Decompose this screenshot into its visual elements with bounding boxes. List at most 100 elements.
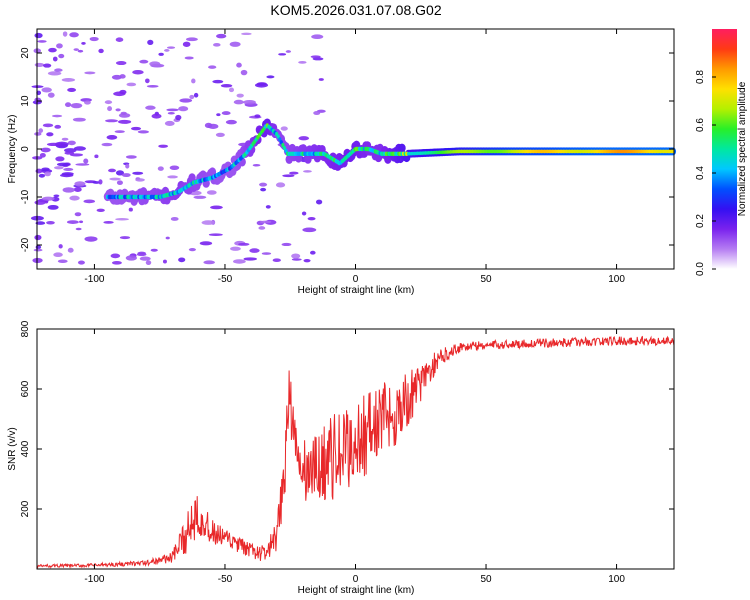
spectrogram-noise-blob <box>301 211 307 216</box>
spectrogram-noise-blob <box>103 220 114 224</box>
colorbar-ticks: 0.0 0.2 0.4 0.6 0.8 <box>695 70 716 276</box>
spectrogram-noise-blob <box>230 246 241 251</box>
spectrogram-noise-blob <box>145 78 150 84</box>
spectrogram-noise-blob <box>285 50 292 53</box>
spectrogram-noise-blob <box>233 99 244 105</box>
spectrogram-noise-blob <box>298 60 307 64</box>
y-tick-label: -20 <box>20 237 31 252</box>
spectrogram-noise-blob <box>201 220 215 225</box>
spectrogram-noise-blob <box>310 55 321 59</box>
y-tick-label: 800 <box>20 320 31 337</box>
y-tick-label: -10 <box>20 189 31 204</box>
spectrogram-noise-blob <box>62 187 75 193</box>
spectrogram-noise-blob <box>236 93 244 98</box>
spectrogram-noise-blob <box>167 111 175 115</box>
spectrogram-noise-blob <box>120 111 127 115</box>
spectrogram-noise-blob <box>107 106 113 112</box>
spectrogram-noise-blob <box>53 252 63 258</box>
spectrogram-noise-blob <box>208 233 223 237</box>
spectrogram-noise-blob <box>272 258 281 263</box>
spectrogram-noise-blob <box>47 204 59 210</box>
spectrogram-noise-blob <box>104 100 113 105</box>
spectrogram-noise-blob <box>260 187 267 192</box>
y-tick-label: 20 <box>20 47 31 59</box>
spectrogram-noise-blob <box>46 132 54 137</box>
spectrogram-noise-blob <box>136 252 147 257</box>
spectrogram-noise-blob <box>60 173 74 178</box>
x-tick-label: 0 <box>353 574 359 585</box>
spectrogram-noise-blob <box>203 260 215 265</box>
spectrogram-noise-blob <box>240 69 248 76</box>
spectrogram-x-ticks: -100 -50 0 50 100 <box>84 29 625 285</box>
spectrogram-noise-blob <box>193 195 207 199</box>
spectrogram-noise-blob <box>229 41 241 47</box>
spectrogram-noise-blob <box>280 126 288 131</box>
spectrogram-noise-blob <box>135 178 145 182</box>
spectrogram-noise-blob <box>113 91 126 97</box>
spectrogram-noise-blob <box>303 258 311 263</box>
spectrogram-marks <box>30 31 677 266</box>
spectrogram-noise-blob <box>34 62 45 67</box>
spectrogram-noise-blob <box>238 242 250 246</box>
spectrogram-noise-blob <box>164 120 175 126</box>
x-tick-label: 50 <box>480 274 492 285</box>
spectrogram-noise-blob <box>73 48 79 51</box>
spectrogram-noise-blob <box>44 171 51 177</box>
spectrogram-noise-blob <box>115 217 129 221</box>
spectrogram-noise-blob <box>64 102 72 108</box>
spectrogram-noise-blob <box>89 36 99 42</box>
spectrogram-noise-blob <box>164 49 170 52</box>
x-tick-label: 0 <box>353 274 359 285</box>
spectrogram-noise-blob <box>207 123 219 129</box>
spectrogram-noise-blob <box>281 242 292 247</box>
spectrogram-noise-blob <box>139 256 151 261</box>
spectrogram-noise-blob <box>58 53 65 59</box>
spectrogram-noise-blob <box>115 108 121 112</box>
spectrogram-noise-blob <box>265 205 271 209</box>
spectrogram-noise-blob <box>166 46 176 49</box>
y-tick-label: 0 <box>20 146 31 152</box>
spectrogram-noise-blob <box>110 253 121 259</box>
spectrogram-noise-blob <box>52 56 58 62</box>
spectrogram-noise-blob <box>178 106 189 112</box>
spectrogram-noise-blob <box>158 144 169 148</box>
spectrogram-noise-blob <box>31 85 44 88</box>
spectrogram-noise-blob <box>56 43 63 49</box>
spectrogram-x-label: Height of straight line (km) <box>298 285 415 296</box>
spectrogram-noise-blob <box>291 258 302 261</box>
spectrogram-noise-blob <box>94 154 99 159</box>
spectrogram-noise-blob <box>32 257 43 263</box>
spectrogram-noise-blob <box>189 94 195 100</box>
spectrogram-noise-blob <box>34 132 42 136</box>
spectrogram-noise-blob <box>291 253 301 259</box>
spectrogram-noise-blob <box>109 177 121 181</box>
spectrogram-noise-blob <box>137 130 150 134</box>
spectrogram-noise-blob <box>98 179 103 185</box>
spectrogram-noise-blob <box>157 166 164 171</box>
spectrogram-noise-blob <box>41 167 50 172</box>
spectrogram-y-ticks: -20 -10 0 10 20 <box>20 47 674 252</box>
spectrogram-noise-blob <box>282 174 295 178</box>
spectrogram-noise-blob <box>34 234 42 241</box>
spectrogram-noise-blob <box>233 259 246 264</box>
spectrogram-noise-blob <box>175 114 182 121</box>
spectrogram-noise-blob <box>40 147 51 153</box>
spectrogram-noise-blob <box>191 78 196 84</box>
spectrogram-noise-blob <box>121 173 131 178</box>
snr-x-label: Height of straight line (km) <box>298 585 415 596</box>
spectrogram-noise-blob <box>313 111 321 116</box>
spectrogram-noise-blob <box>58 244 63 249</box>
spectrogram-noise-blob <box>75 163 90 166</box>
spectrogram-noise-blob <box>64 151 75 155</box>
spectrogram-noise-blob <box>249 248 260 253</box>
spectrogram-noise-blob <box>165 236 170 240</box>
spectrogram-noise-blob <box>145 105 156 110</box>
spectrogram-noise-blob <box>158 52 164 56</box>
spectrogram-noise-blob <box>206 190 217 195</box>
spectrogram-noise-blob <box>42 123 54 128</box>
spectrogram-noise-blob <box>54 166 64 170</box>
colorbar-tick-label: 0.4 <box>695 166 706 180</box>
spectrogram-noise-blob <box>228 87 235 93</box>
